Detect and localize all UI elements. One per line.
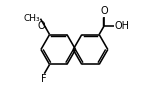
- Text: O: O: [37, 21, 45, 31]
- Text: O: O: [100, 6, 108, 16]
- Text: CH₃: CH₃: [23, 14, 40, 23]
- Text: OH: OH: [114, 21, 129, 31]
- Text: F: F: [42, 74, 47, 84]
